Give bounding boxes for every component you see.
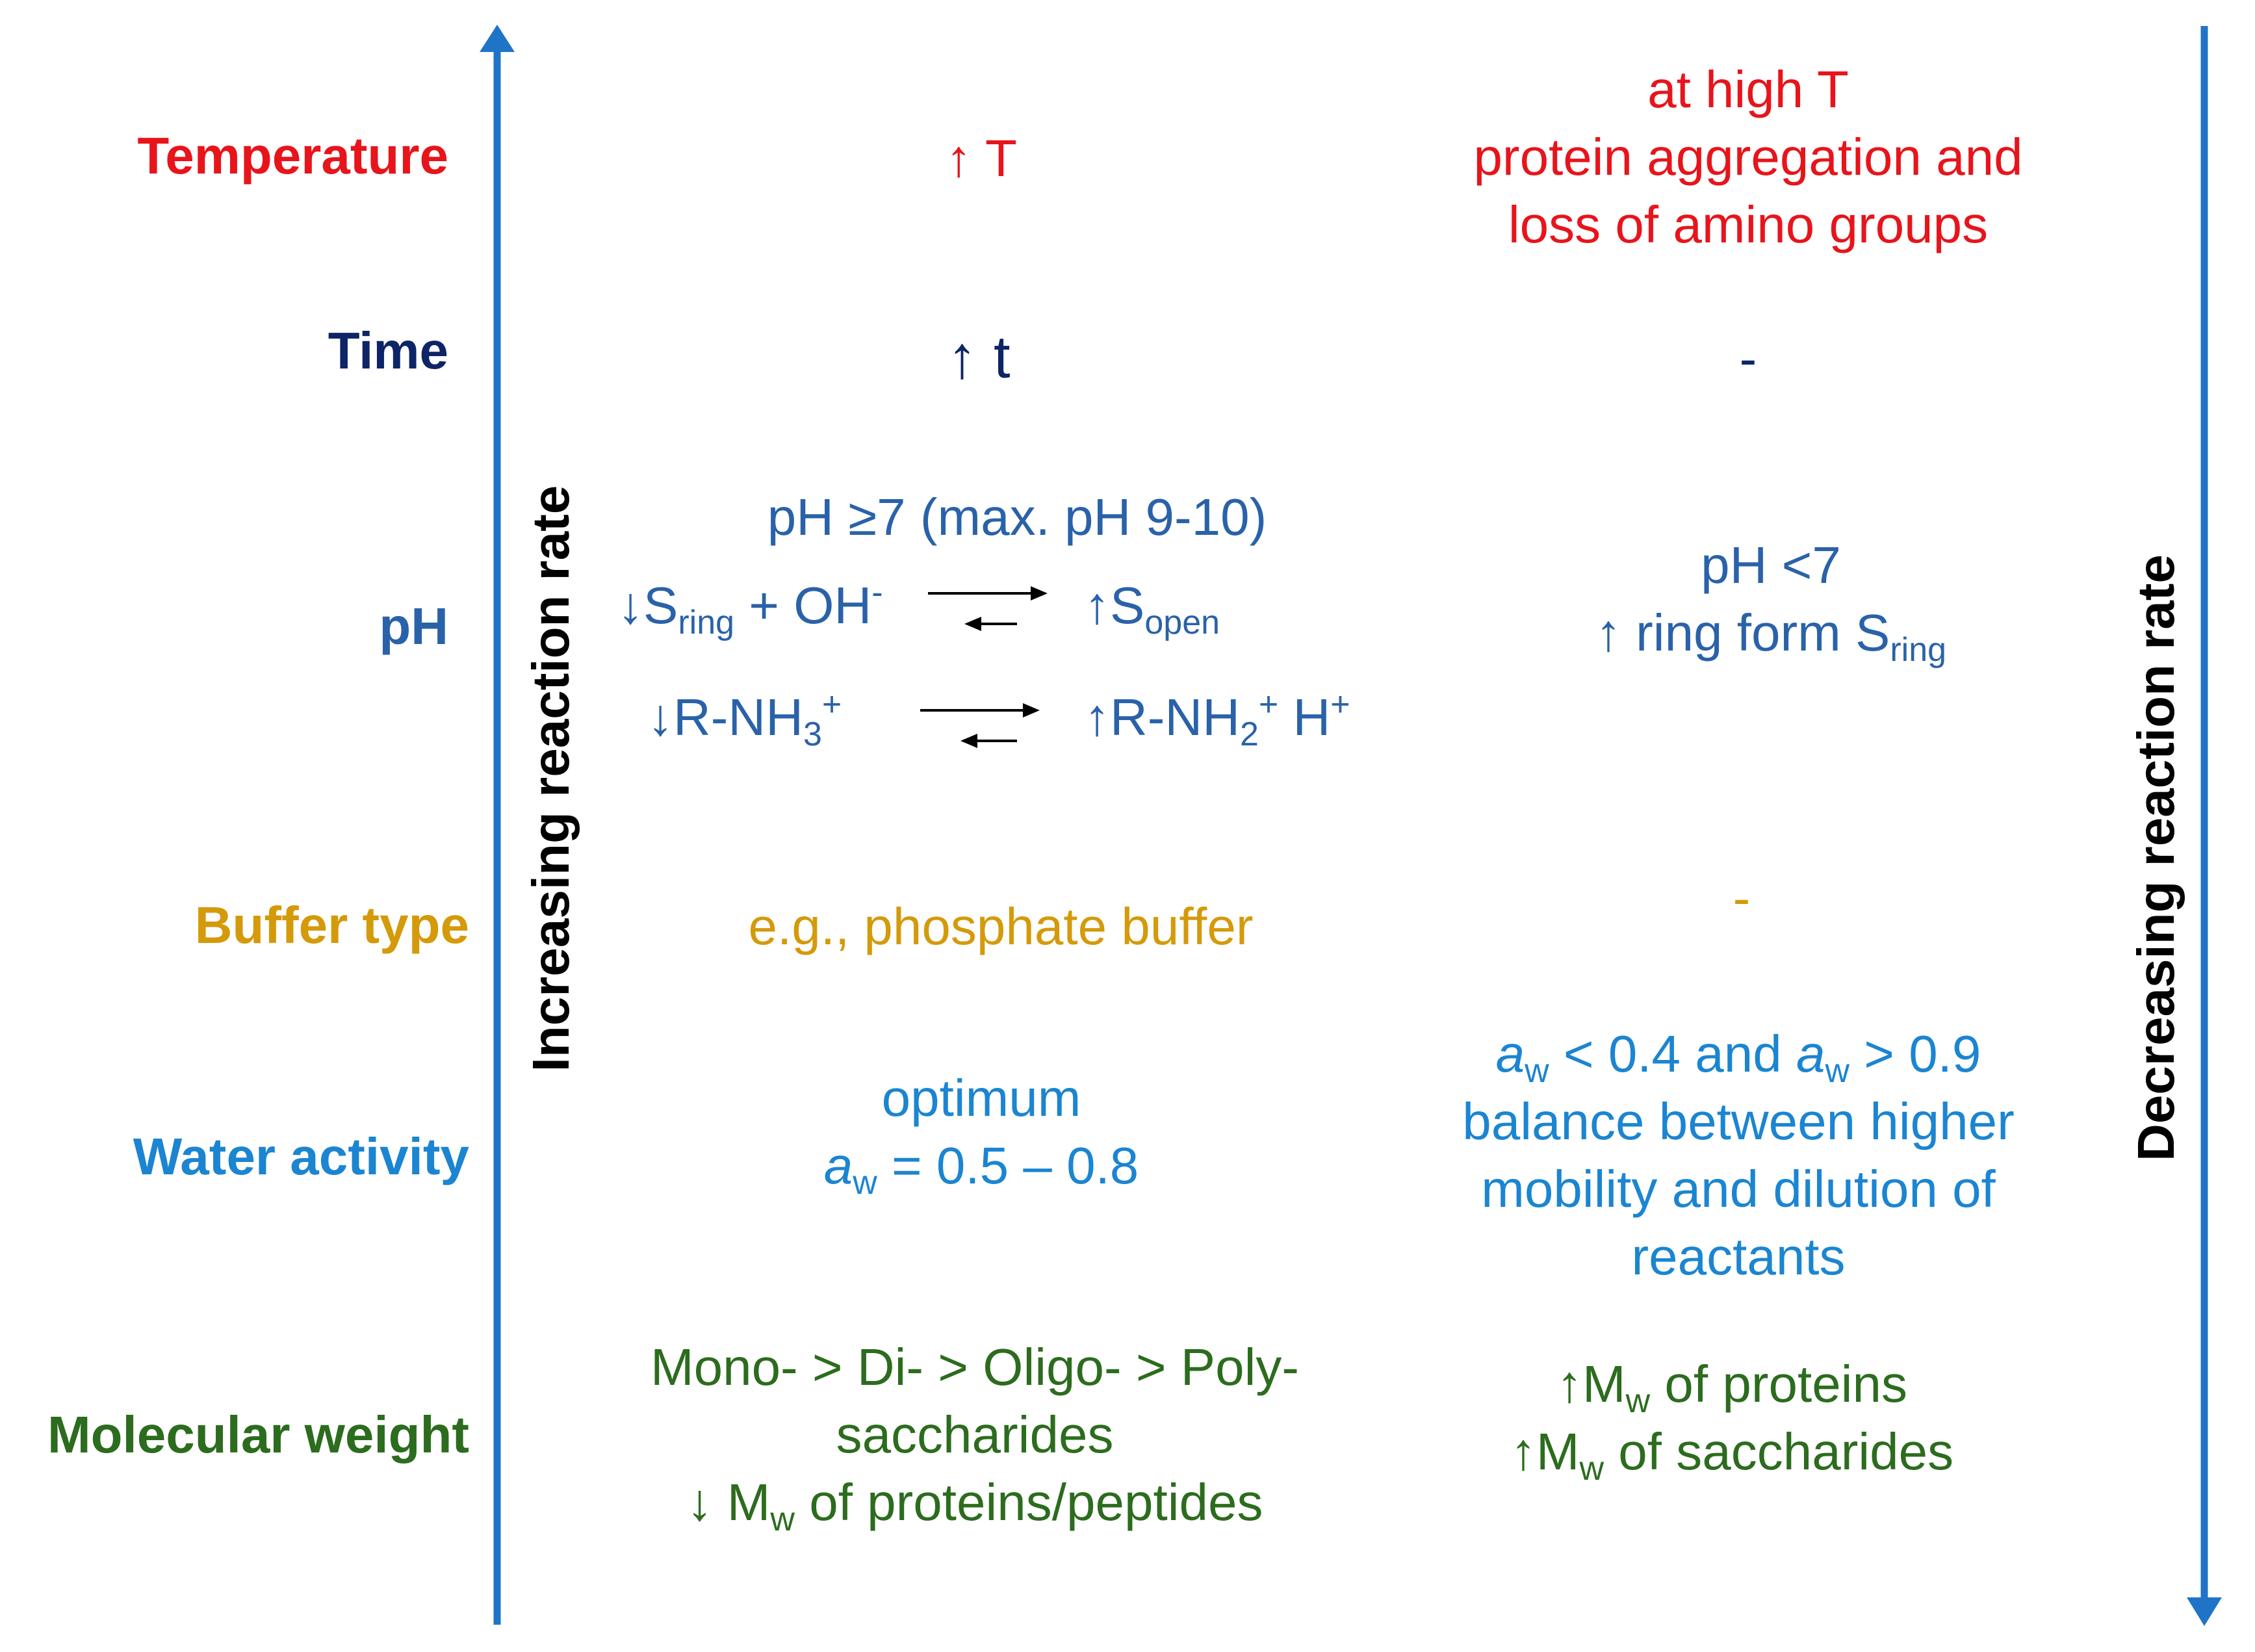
- decreasing-rate-label: Decreasing reaction rate: [2126, 554, 2186, 1161]
- water-increase-line-1: optimum: [824, 1065, 1139, 1132]
- time-label: Time: [328, 321, 448, 381]
- ph-decrease-line-2: ↑ ring form Sring: [1595, 599, 1946, 667]
- temperature-decrease-text: at high T protein aggregation and loss o…: [1473, 56, 2022, 259]
- decreasing-axis-arrow: [2187, 26, 2222, 1626]
- water-increase-text: optimum aw = 0.5 – 0.8: [824, 1065, 1139, 1200]
- molecular-increase-line-3: ↓ Mw of proteins/peptides: [651, 1469, 1299, 1536]
- ph-sugar-open-species: ↑Sopen: [1084, 572, 1220, 639]
- ph-amine-free: ↑R-NH2+ H+: [1084, 684, 1350, 751]
- water-activity-label: Water activity: [133, 1127, 469, 1187]
- water-decrease-line-4: reactants: [1462, 1223, 2015, 1291]
- water-decrease-line-1: aw < 0.4 and aw > 0.9: [1462, 1020, 2015, 1088]
- time-increase-text: ↑ t: [947, 324, 1010, 391]
- ph-amine-protonated-sup: +: [822, 686, 842, 723]
- temperature-decrease-line-1: at high T: [1473, 56, 2022, 123]
- ph-hydroxide: + OH: [734, 576, 871, 634]
- buffer-type-label: Buffer type: [195, 896, 469, 955]
- temperature-label: Temperature: [137, 126, 448, 186]
- temperature-decrease-line-3: loss of amino groups: [1473, 191, 2022, 259]
- water-decrease-line-3: mobility and dilution of: [1462, 1155, 2015, 1223]
- temperature-increase-text: ↑ T: [946, 125, 1017, 192]
- ph-decrease-text: pH <7 ↑ ring form Sring: [1595, 532, 1946, 667]
- ph-hydrogen: H: [1278, 688, 1330, 746]
- ph-amine-protonated: ↓R-NH3+: [647, 684, 842, 751]
- buffer-increase-text: e.g., phosphate buffer: [749, 893, 1254, 961]
- ph-amine-free-sub: 2: [1240, 716, 1259, 753]
- ph-amine-protonated-text: ↓R-NH: [647, 688, 803, 746]
- temperature-decrease-line-2: protein aggregation and: [1473, 123, 2022, 191]
- ph-hydrogen-sup: +: [1330, 686, 1350, 723]
- ph-sugar-ring: ↓S: [617, 576, 678, 634]
- equilibrium-arrows-sugar: [928, 586, 1048, 631]
- increasing-axis-arrow: [480, 25, 515, 1625]
- ph-increase-title: pH ≥7 (max. pH 9-10): [767, 484, 1267, 551]
- molecular-decrease-line-2: ↑Mw of saccharides: [1510, 1418, 1953, 1486]
- buffer-decrease-text: -: [1733, 864, 1751, 932]
- ph-sugar-open: ↑S: [1084, 576, 1144, 634]
- ph-hydroxide-sup: -: [871, 574, 883, 612]
- ph-sugar-open-sub: open: [1144, 604, 1220, 641]
- molecular-increase-text: Mono- > Di- > Oligo- > Poly- saccharides…: [651, 1334, 1299, 1536]
- equilibrium-arrows-amine: [920, 703, 1040, 748]
- ph-amine-free-sup: +: [1259, 686, 1278, 723]
- molecular-increase-line-2: saccharides: [651, 1401, 1299, 1469]
- molecular-increase-line-1: Mono- > Di- > Oligo- > Poly-: [651, 1334, 1299, 1401]
- ph-amine-free-text: ↑R-NH: [1084, 688, 1240, 746]
- ph-sugar-ring-sub: ring: [678, 604, 734, 641]
- molecular-weight-label: Molecular weight: [47, 1405, 469, 1465]
- ph-decrease-line-1: pH <7: [1595, 532, 1946, 599]
- increasing-rate-label: Increasing reaction rate: [521, 485, 581, 1072]
- molecular-decrease-line-1: ↑Mw of proteins: [1510, 1350, 1953, 1418]
- ph-amine-protonated-sub: 3: [803, 716, 822, 753]
- water-decrease-line-2: balance between higher: [1462, 1088, 2015, 1155]
- ph-label: pH: [379, 597, 448, 656]
- water-decrease-text: aw < 0.4 and aw > 0.9 balance between hi…: [1462, 1020, 2015, 1291]
- ph-sugar-ring-species: ↓Sring + OH-: [617, 572, 883, 639]
- molecular-decrease-text: ↑Mw of proteins ↑Mw of saccharides: [1510, 1350, 1953, 1486]
- time-decrease-text: -: [1740, 325, 1757, 393]
- water-increase-line-2: aw = 0.5 – 0.8: [824, 1132, 1139, 1200]
